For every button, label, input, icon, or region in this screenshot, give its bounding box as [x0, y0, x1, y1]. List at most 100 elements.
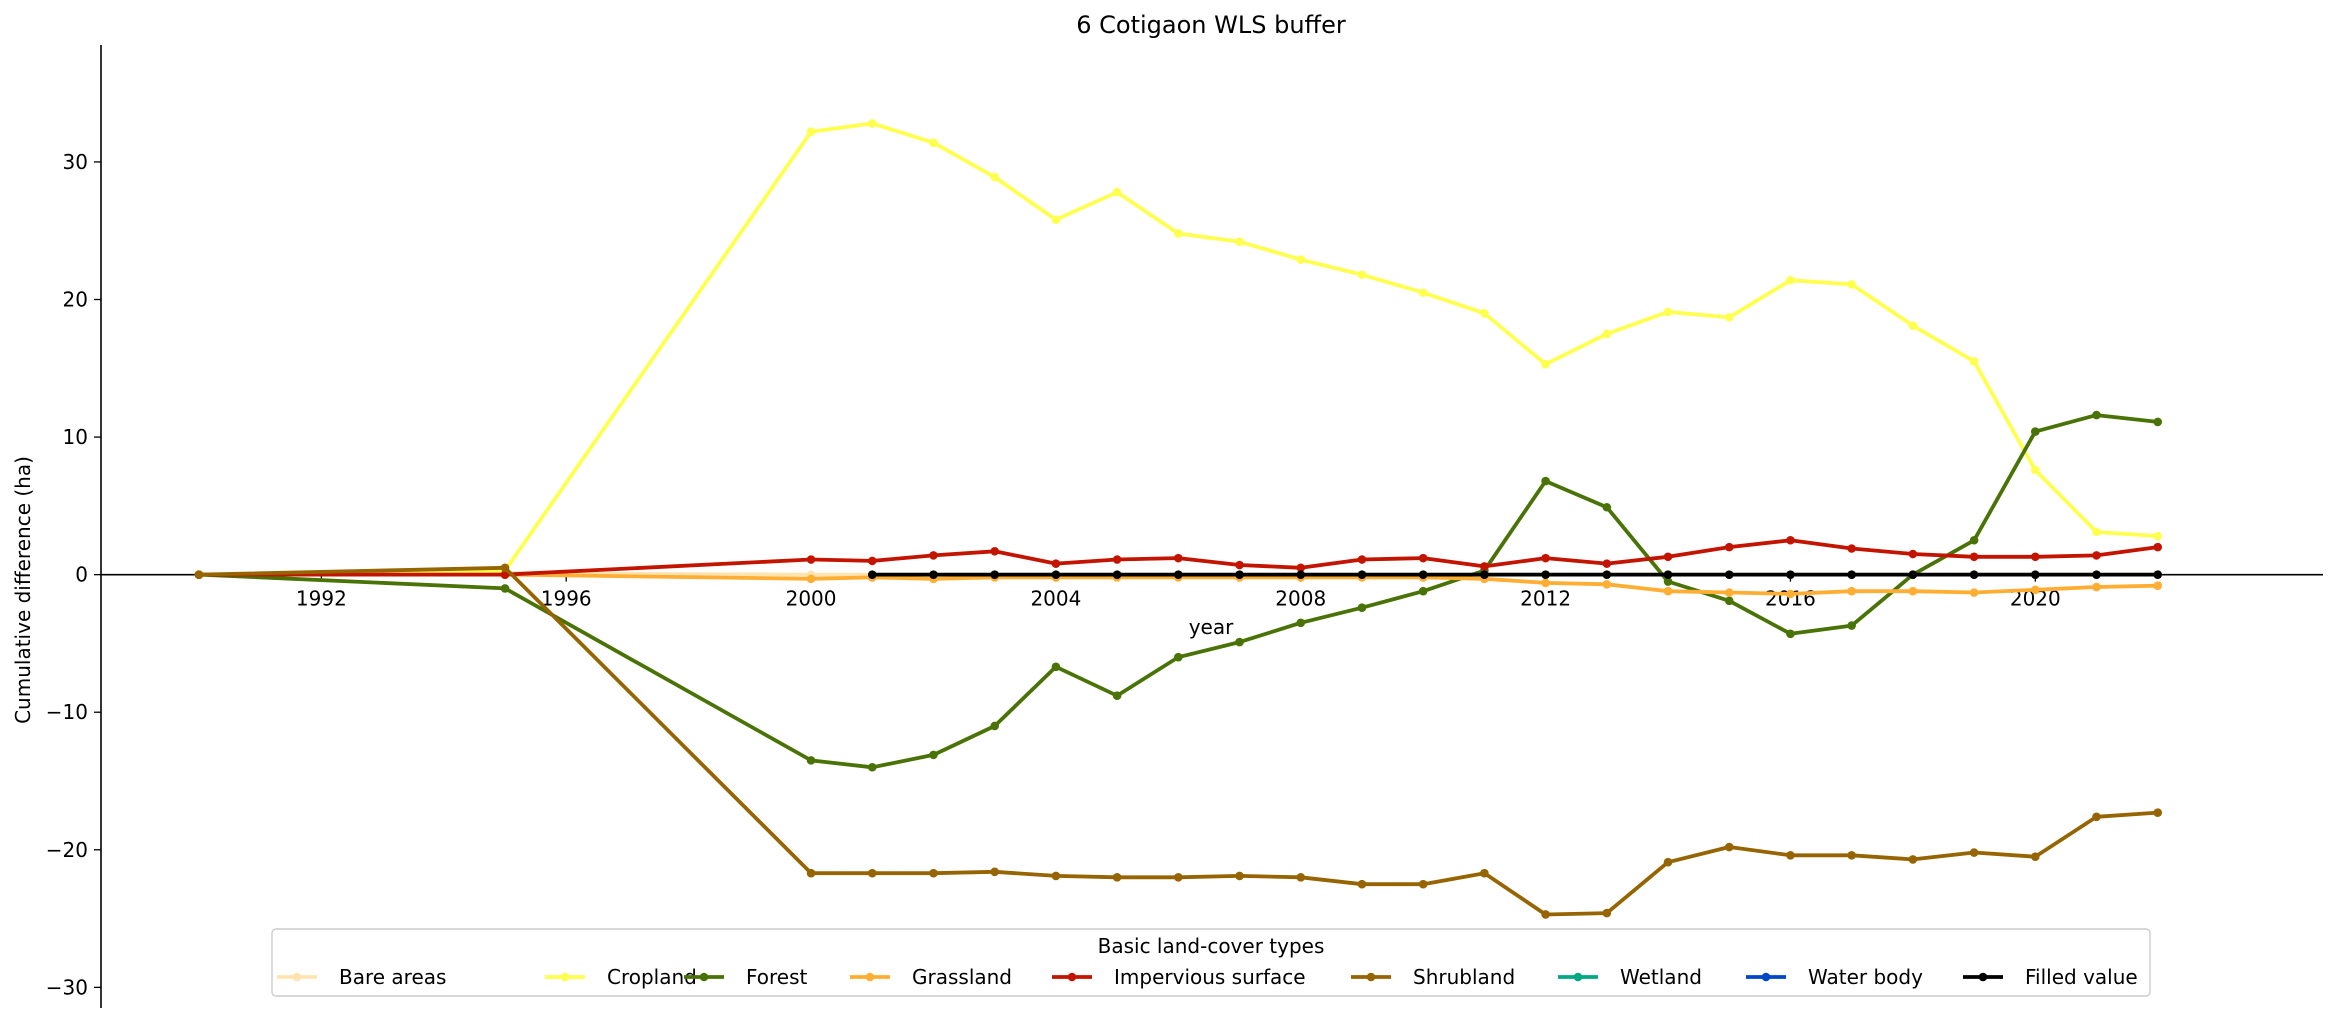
data-point [1541, 570, 1550, 579]
data-point [806, 574, 816, 584]
data-point [867, 570, 877, 579]
data-point [1480, 570, 1489, 579]
data-point [2092, 551, 2101, 560]
data-point [1847, 621, 1856, 630]
data-point [990, 172, 999, 182]
data-point [1418, 553, 1428, 563]
data-point [1296, 563, 1306, 573]
data-point [1724, 313, 1734, 322]
legend-label: Wetland [1620, 965, 1702, 989]
data-point [1724, 588, 1734, 597]
data-point [1357, 570, 1367, 579]
legend-label: Filled value [2025, 965, 2138, 989]
data-point [1908, 586, 1918, 596]
legend: Basic land-cover types Bare areas Croplan… [271, 928, 2151, 997]
y-tick-label: 30 [63, 150, 88, 174]
data-point [1235, 871, 1244, 881]
x-tick-label: 2000 [786, 587, 837, 611]
data-point [1969, 588, 1979, 597]
data-point [1908, 321, 1918, 330]
data-point [1969, 357, 1979, 366]
data-point [990, 546, 999, 556]
data-point [1541, 359, 1550, 369]
data-point [1235, 637, 1244, 647]
data-point [1847, 586, 1856, 596]
data-point [1480, 868, 1489, 878]
data-point [1174, 570, 1183, 579]
legend-label: Grassland [912, 965, 1012, 989]
legend-label: Cropland [607, 965, 697, 989]
legend-swatch-marker [1366, 972, 1376, 982]
data-point [1541, 578, 1550, 588]
legend-item-cropland: Cropland [545, 965, 697, 989]
data-point [1174, 553, 1183, 563]
data-point [2092, 570, 2101, 579]
legend-label: Impervious surface [1114, 965, 1306, 989]
data-point [1541, 910, 1550, 919]
data-point [1786, 589, 1795, 599]
legend-swatch-marker [1573, 972, 1583, 982]
legend-label: Shrubland [1413, 965, 1515, 989]
y-tick-label: 10 [63, 425, 88, 449]
data-point [806, 127, 816, 136]
data-point [2031, 427, 2040, 436]
data-point [1969, 535, 1979, 545]
data-point [929, 551, 938, 560]
legend-swatch-marker [1978, 972, 1988, 982]
legend-item-impervious-surface: Impervious surface [1052, 965, 1306, 989]
legend-entries: Bare areas Cropland Forest Grassland Impervi… [277, 965, 2138, 989]
legend-item-grassland: Grassland [850, 965, 1012, 989]
series-cropland [194, 119, 2163, 579]
data-point [1602, 570, 1612, 579]
data-point [867, 868, 877, 878]
y-tick-label: 0 [75, 563, 88, 587]
data-point [500, 584, 510, 593]
legend-item-filled-value: Filled value [1963, 965, 2138, 989]
legend-item-shrubland: Shrubland [1351, 965, 1515, 989]
data-point [1235, 560, 1244, 570]
data-point [2092, 410, 2101, 420]
y-tick-label: −10 [46, 700, 88, 724]
data-point [1235, 570, 1244, 579]
data-point [1663, 307, 1673, 317]
data-point [1418, 570, 1428, 579]
data-point [2092, 812, 2101, 822]
data-point [2153, 531, 2163, 541]
legend-swatch-marker [560, 972, 570, 982]
legend-swatch-marker [699, 972, 709, 982]
y-tick-label: −20 [46, 838, 88, 862]
data-point [2031, 465, 2040, 475]
y-tick-label: 20 [63, 288, 88, 312]
data-point [2153, 542, 2163, 552]
data-point [1357, 270, 1367, 280]
legend-item-forest: Forest [684, 965, 808, 989]
data-point [1112, 555, 1122, 564]
data-point [929, 750, 938, 760]
data-point [806, 555, 816, 564]
data-point [2153, 417, 2163, 427]
data-point [1847, 544, 1856, 553]
data-point [1296, 618, 1306, 628]
data-point [1541, 553, 1550, 563]
legend-swatch-marker [865, 972, 875, 982]
data-point [1786, 629, 1795, 639]
legend-item-bare-areas: Bare areas [277, 965, 446, 989]
data-point [2031, 570, 2040, 579]
data-point [1602, 502, 1612, 512]
data-point [500, 563, 510, 573]
data-point [1663, 577, 1673, 586]
data-point [1357, 555, 1367, 564]
data-point [2153, 570, 2163, 579]
data-point [1663, 552, 1673, 562]
data-point [1663, 586, 1673, 596]
data-point [1296, 255, 1306, 264]
data-point [1908, 570, 1918, 579]
data-point [1174, 229, 1183, 238]
data-point [1908, 549, 1918, 559]
legend-item-wetland: Wetland [1558, 965, 1702, 989]
data-point [1786, 850, 1795, 860]
data-point [806, 756, 816, 765]
y-axis-ticks: −30 −20 −10 0 10 20 30 [46, 150, 101, 999]
data-point [1051, 871, 1061, 881]
